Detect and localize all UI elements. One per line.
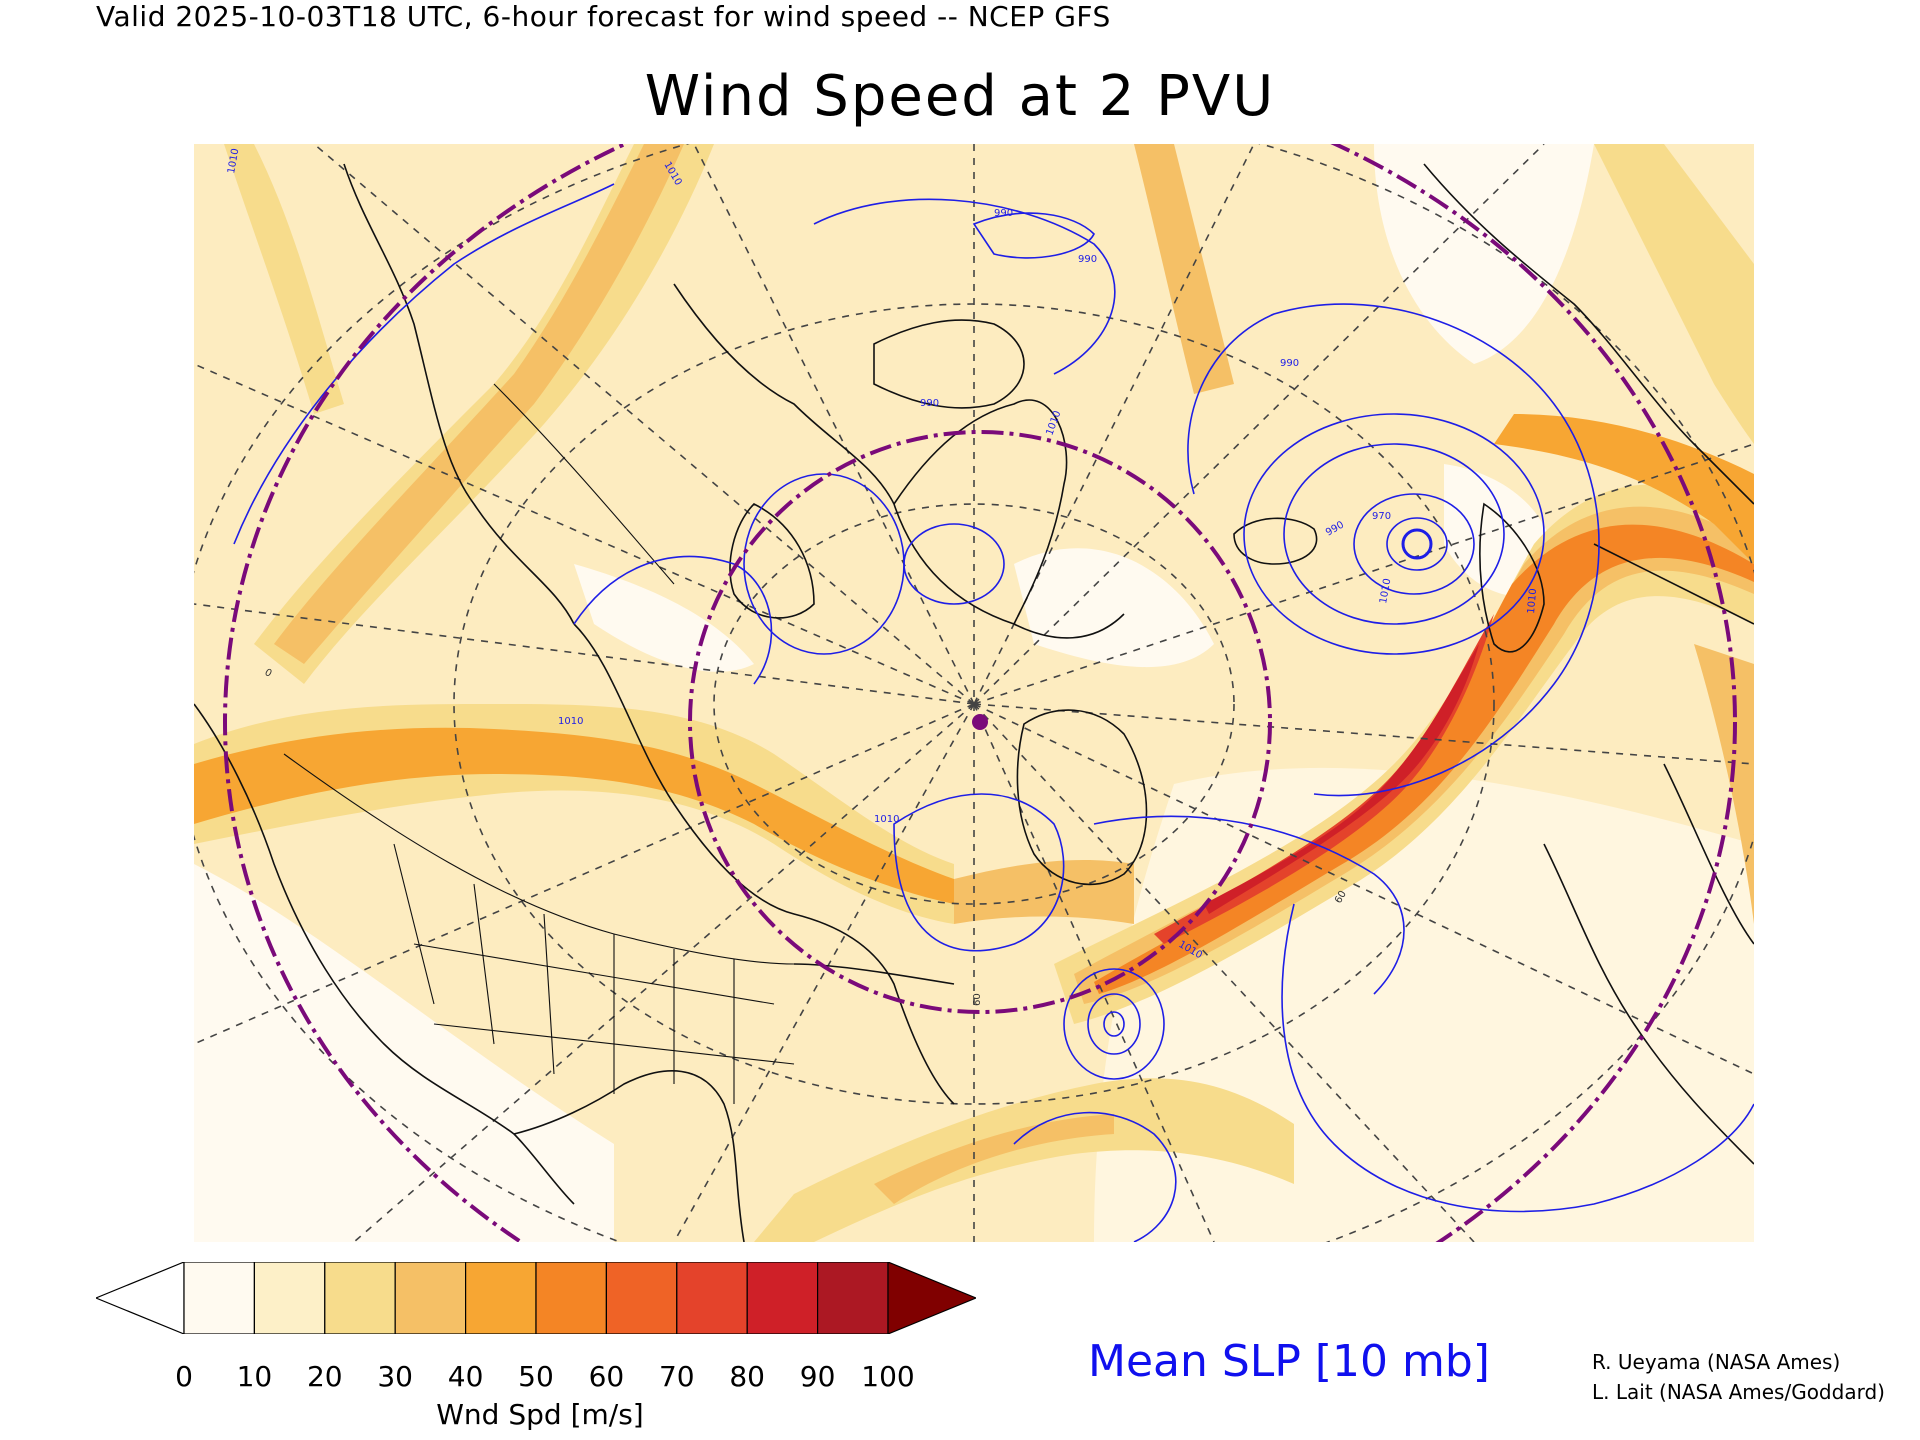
wind-speed-map: 1010 1010 990 990 990 1010 990 970 1010 … [194,144,1754,1242]
colorbar-tick-label: 10 [236,1360,273,1393]
colorbar-tick-label: 50 [518,1360,554,1393]
colorbar-cell [535,1261,608,1335]
latlon-grid [194,144,1754,1242]
coastlines [194,163,1754,1242]
isobar-label: 1010 [1378,578,1393,605]
isobar-label: 1010 [1526,588,1539,614]
colorbar-tick-label: 100 [861,1360,915,1393]
isobar-label: 990 [994,208,1013,219]
credit-line-1: R. Ueyama (NASA Ames) [1592,1350,1841,1374]
isobar-label: 990 [1280,358,1299,369]
colorbar-tick-label: 0 [175,1360,193,1393]
isobar-label: 990 [1078,254,1097,265]
isobar-label: 970 [1372,511,1391,522]
colorbar-cell [605,1261,678,1335]
outer-ring [223,144,1737,1242]
map-title: Wind Speed at 2 PVU [644,64,1276,129]
colorbar-tick-label: 90 [799,1360,836,1393]
isobar-label: 1010 [558,716,583,727]
center-point-marker [972,714,988,730]
colorbar-cell [253,1261,326,1335]
colorbar-cell [676,1261,748,1335]
colorbar-cell [183,1261,256,1335]
valid-time-header: Valid 2025-10-03T18 UTC, 6-hour forecast… [96,0,1111,33]
isobar-label: 1010 [226,148,241,175]
colorbar-cell [816,1261,889,1335]
jet-stream-pacific [224,144,714,684]
colorbar-title: Wnd Spd [m/s] [436,1398,644,1431]
colorbar-tick-label: 60 [588,1360,625,1393]
jet-stream-north-america [194,704,1134,924]
colorbar-under-arrow [94,1261,185,1335]
colorbar-tick-label: 70 [658,1360,695,1393]
slp-isobars [233,183,1754,1242]
colorbar-cell [746,1261,819,1335]
latitude-label: 60 [972,993,983,1006]
colorbar-cell [324,1261,396,1335]
political-boundaries [283,383,795,1104]
jet-stream-atlantic [1054,414,1754,1024]
colorbar-tick-label: 40 [447,1360,484,1393]
reference-rings [223,144,1737,1242]
inner-ring [688,430,1272,1014]
colorbar [94,1261,978,1335]
jet-stream-europe [1134,144,1754,924]
colorbar-tick-label: 20 [306,1360,343,1393]
colorbar-tick-label: 30 [377,1360,413,1393]
slp-contour-legend: Mean SLP [10 mb] [1088,1336,1490,1387]
colorbar-tick-label: 80 [729,1360,765,1393]
isobar-label: 1010 [874,814,899,825]
isobar-label: 990 [920,398,939,409]
credit-line-2: L. Lait (NASA Ames/Goddard) [1592,1380,1885,1404]
latitude-label: 0 [263,667,274,680]
colorbar-over-arrow [887,1261,978,1335]
colorbar-cell [394,1261,467,1335]
colorbar-cell [465,1261,537,1335]
